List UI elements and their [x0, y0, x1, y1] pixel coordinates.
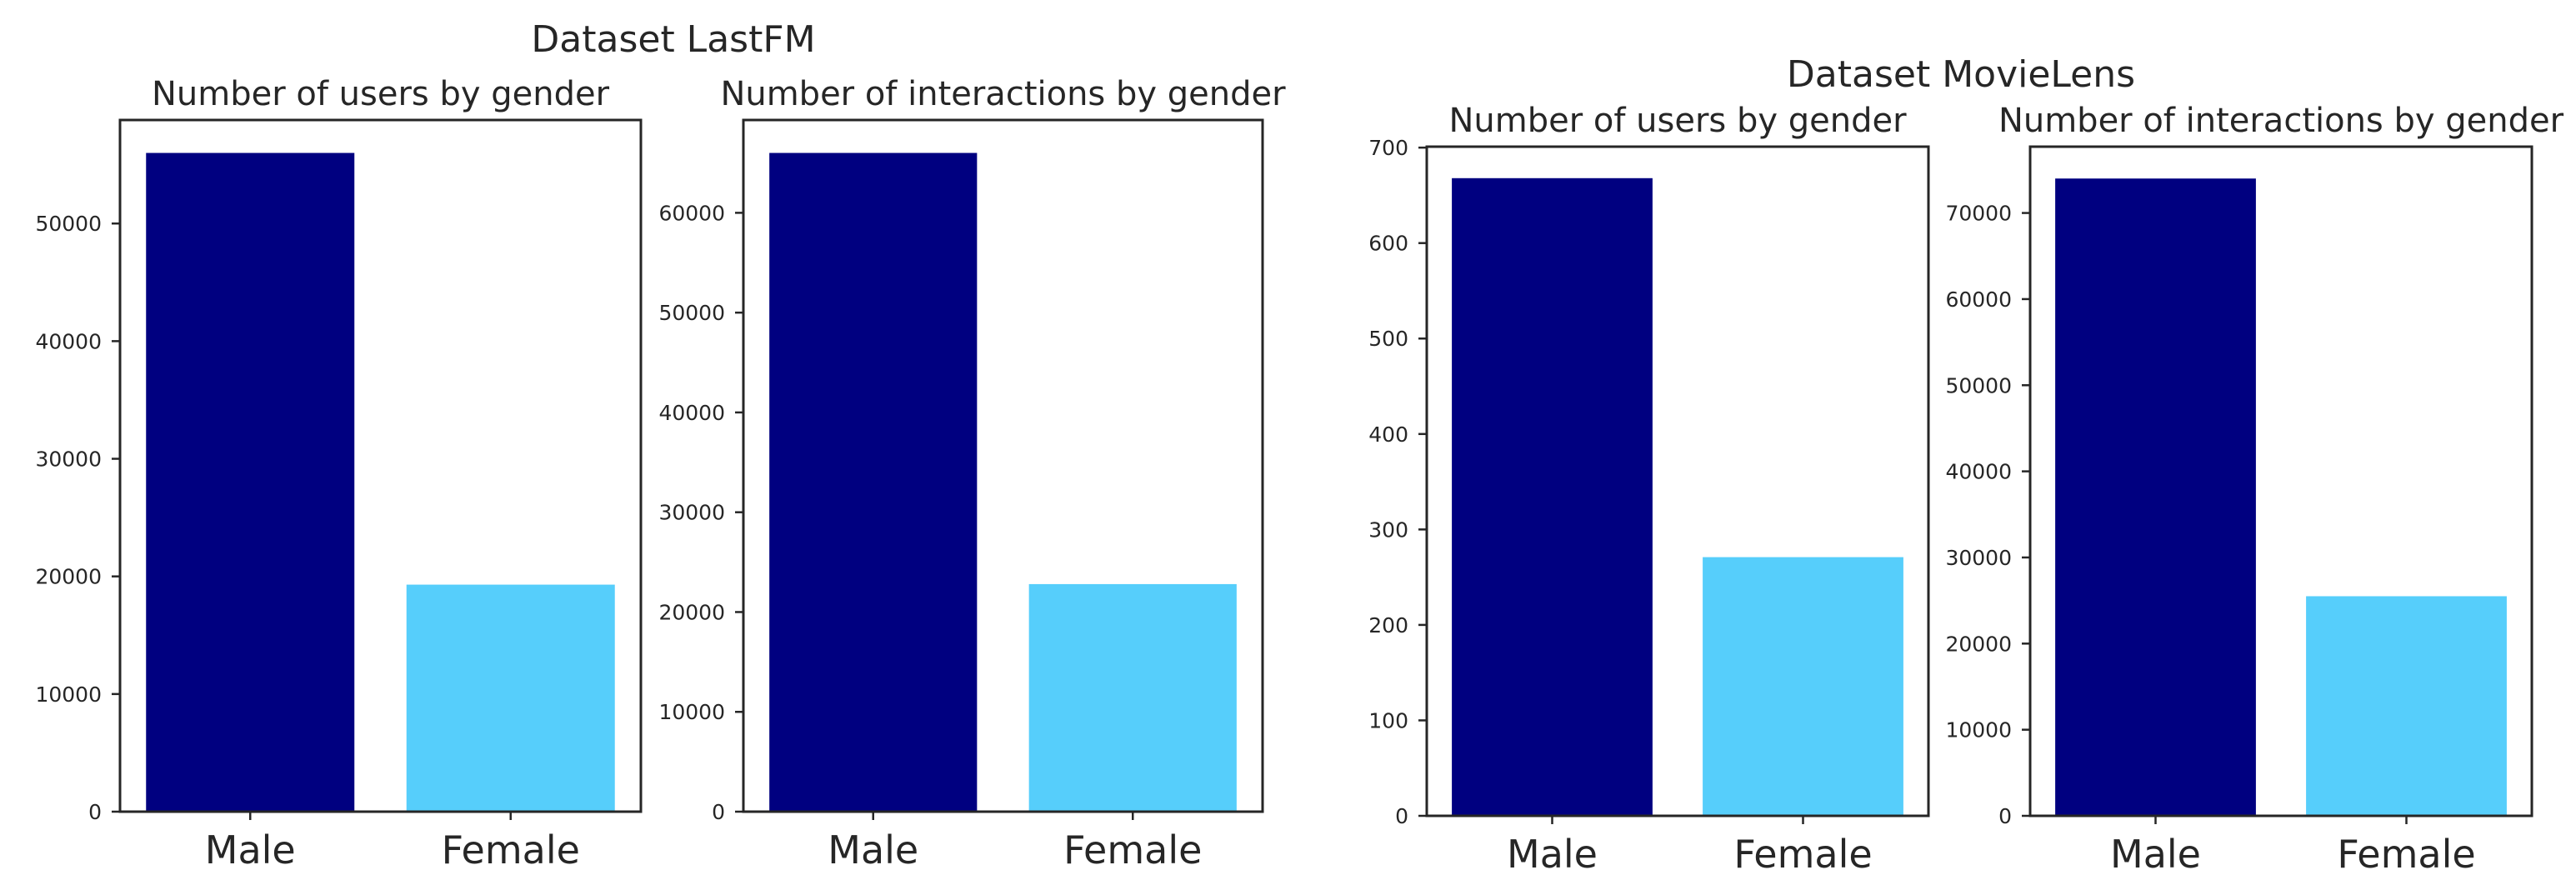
x-tick-label: Female	[1063, 828, 1202, 872]
bar-male	[769, 152, 978, 812]
y-tick-label: 50000	[1945, 373, 2012, 398]
bar-female	[406, 584, 615, 812]
y-tick-label: 500	[1368, 327, 1408, 351]
x-tick-label: Female	[1733, 832, 1872, 877]
x-tick-label: Male	[205, 828, 296, 872]
y-tick-label: 600	[1368, 232, 1408, 256]
y-tick-label: 400	[1368, 422, 1408, 447]
chart-panel-2: Number of interactions by gender Male Fema…	[658, 75, 1286, 872]
panel-title: Number of users by gender	[152, 75, 610, 113]
y-tick-label: 60000	[1945, 288, 2012, 312]
y-tick-label: 40000	[1945, 460, 2012, 484]
axes-frame	[2028, 145, 2533, 818]
x-tick-label: Male	[828, 828, 918, 872]
y-tick-label: 20000	[658, 600, 725, 624]
y-tick-label: 50000	[35, 212, 102, 236]
bar-female	[1028, 583, 1237, 812]
x-tick-label: Female	[442, 828, 580, 872]
y-tick-label: 10000	[1945, 718, 2012, 742]
panel-title: Number of users by gender	[1448, 102, 1907, 140]
axes-frame	[118, 118, 643, 813]
y-tick-label: 60000	[658, 201, 725, 225]
axes-frame	[742, 118, 1264, 813]
y-tick-label: 20000	[1945, 632, 2012, 656]
y-tick-label: 0	[1395, 804, 1408, 828]
y-tick-label: 0	[712, 800, 725, 824]
y-tick-label: 0	[88, 800, 102, 824]
y-tick-label: 10000	[35, 682, 102, 707]
y-tick-label: 30000	[35, 448, 102, 472]
x-tick-label: Male	[2110, 832, 2201, 877]
y-tick-label: 10000	[658, 700, 725, 724]
chart-panel-3: Number of users by gender Male Female 0 100 2…	[1368, 102, 1930, 877]
group-title-movielens: Dataset MovieLens	[1787, 53, 2135, 96]
axes-frame	[1425, 145, 1930, 818]
panel-title: Number of interactions by gender	[1998, 102, 2564, 140]
y-tick-label: 30000	[1945, 546, 2012, 570]
y-tick-label: 100	[1368, 708, 1408, 732]
bar-male	[1452, 178, 1653, 817]
y-tick-label: 0	[1998, 804, 2012, 828]
y-tick-label: 40000	[658, 401, 725, 425]
chart-panel-1: Number of users by gender Male Female 0 1000…	[35, 75, 643, 872]
y-tick-label: 30000	[658, 501, 725, 525]
bar-female	[2306, 596, 2507, 816]
bar-male	[146, 152, 355, 812]
y-tick-label: 300	[1368, 518, 1408, 542]
group-title-lastfm: Dataset LastFM	[531, 18, 815, 61]
bar-female	[1703, 557, 1903, 816]
y-tick-label: 40000	[35, 329, 102, 353]
y-tick-label: 20000	[35, 565, 102, 589]
x-tick-label: Female	[2337, 832, 2475, 877]
y-tick-label: 700	[1368, 136, 1408, 160]
y-tick-label: 200	[1368, 613, 1408, 638]
x-tick-label: Male	[1507, 832, 1598, 877]
y-tick-label: 50000	[658, 301, 725, 325]
chart-panel-4: Number of interactions by gender Male Fema…	[1945, 102, 2563, 877]
panel-title: Number of interactions by gender	[720, 75, 1286, 113]
y-tick-label: 70000	[1945, 202, 2012, 226]
bar-male	[2055, 178, 2256, 816]
